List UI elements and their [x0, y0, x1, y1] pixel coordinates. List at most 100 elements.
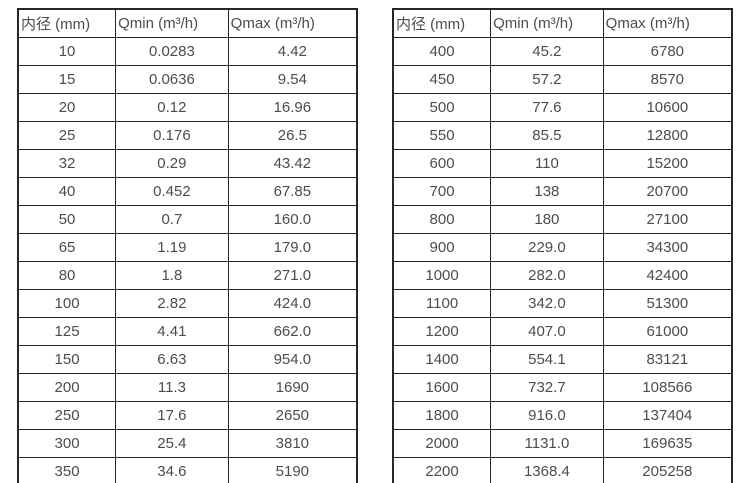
cell: 15200: [602, 149, 733, 178]
cell: 2200: [392, 457, 492, 483]
table-row: 200 11.3 1690: [17, 373, 358, 402]
table-row: 100 2.82 424.0: [17, 289, 358, 318]
cell: 2650: [227, 401, 358, 430]
cell: 271.0: [227, 261, 358, 290]
cell: 916.0: [490, 401, 604, 430]
cell: 125: [17, 317, 117, 346]
cell: 34.6: [115, 457, 229, 483]
cell: 1100: [392, 289, 492, 318]
table-row: 800 180 27100: [392, 205, 733, 234]
cell: 150: [17, 345, 117, 374]
cell: 700: [392, 177, 492, 206]
cell: 9.54: [227, 65, 358, 94]
table-row: 15 0.0636 9.54: [17, 65, 358, 94]
cell: 0.176: [115, 121, 229, 150]
cell: 100: [17, 289, 117, 318]
cell: 61000: [602, 317, 733, 346]
column-header: Qmin (m³/h): [490, 8, 604, 38]
cell: 954.0: [227, 345, 358, 374]
table-row: 350 34.6 5190: [17, 457, 358, 483]
cell: 1.8: [115, 261, 229, 290]
cell: 6780: [602, 37, 733, 66]
cell: 43.42: [227, 149, 358, 178]
cell: 662.0: [227, 317, 358, 346]
table-row: 20 0.12 16.96: [17, 93, 358, 122]
cell: 800: [392, 205, 492, 234]
cell: 342.0: [490, 289, 604, 318]
table-row: 300 25.4 3810: [17, 429, 358, 458]
cell: 57.2: [490, 65, 604, 94]
cell: 26.5: [227, 121, 358, 150]
cell: 554.1: [490, 345, 604, 374]
cell: 17.6: [115, 401, 229, 430]
table-row: 400 45.2 6780: [392, 37, 733, 66]
cell: 1400: [392, 345, 492, 374]
cell: 40: [17, 177, 117, 206]
cell: 732.7: [490, 373, 604, 402]
cell: 400: [392, 37, 492, 66]
cell: 4.42: [227, 37, 358, 66]
cell: 1131.0: [490, 429, 604, 458]
cell: 80: [17, 261, 117, 290]
column-header: 内径 (mm): [17, 8, 117, 38]
table-row: 550 85.5 12800: [392, 121, 733, 150]
cell: 3810: [227, 429, 358, 458]
cell: 424.0: [227, 289, 358, 318]
cell: 407.0: [490, 317, 604, 346]
column-header: Qmax (m³/h): [227, 8, 358, 38]
header-row: 内径 (mm) Qmin (m³/h) Qmax (m³/h): [17, 8, 358, 38]
cell: 45.2: [490, 37, 604, 66]
flow-table-large-diameters: 内径 (mm) Qmin (m³/h) Qmax (m³/h) 400 45.2 6780…: [392, 8, 733, 483]
table-row: 1000 282.0 42400: [392, 261, 733, 290]
cell: 137404: [602, 401, 733, 430]
cell: 50: [17, 205, 117, 234]
cell: 1200: [392, 317, 492, 346]
cell: 51300: [602, 289, 733, 318]
table-row: 50 0.7 160.0: [17, 205, 358, 234]
table-row: 65 1.19 179.0: [17, 233, 358, 262]
cell: 77.6: [490, 93, 604, 122]
cell: 15: [17, 65, 117, 94]
cell: 34300: [602, 233, 733, 262]
cell: 169635: [602, 429, 733, 458]
table-row: 80 1.8 271.0: [17, 261, 358, 290]
cell: 83121: [602, 345, 733, 374]
cell: 10600: [602, 93, 733, 122]
cell: 2.82: [115, 289, 229, 318]
cell: 1800: [392, 401, 492, 430]
cell: 350: [17, 457, 117, 483]
cell: 10: [17, 37, 117, 66]
cell: 1.19: [115, 233, 229, 262]
cell: 110: [490, 149, 604, 178]
cell: 1368.4: [490, 457, 604, 483]
cell: 160.0: [227, 205, 358, 234]
cell: 27100: [602, 205, 733, 234]
cell: 11.3: [115, 373, 229, 402]
cell: 0.0283: [115, 37, 229, 66]
cell: 138: [490, 177, 604, 206]
table-row: 1100 342.0 51300: [392, 289, 733, 318]
cell: 179.0: [227, 233, 358, 262]
cell: 229.0: [490, 233, 604, 262]
cell: 250: [17, 401, 117, 430]
cell: 200: [17, 373, 117, 402]
cell: 550: [392, 121, 492, 150]
cell: 1000: [392, 261, 492, 290]
table-row: 32 0.29 43.42: [17, 149, 358, 178]
cell: 20: [17, 93, 117, 122]
table-row: 700 138 20700: [392, 177, 733, 206]
cell: 282.0: [490, 261, 604, 290]
table-row: 40 0.452 67.85: [17, 177, 358, 206]
cell: 5190: [227, 457, 358, 483]
cell: 65: [17, 233, 117, 262]
table-row: 1400 554.1 83121: [392, 345, 733, 374]
cell: 6.63: [115, 345, 229, 374]
flow-table-small-diameters: 内径 (mm) Qmin (m³/h) Qmax (m³/h) 10 0.0283 4.4…: [17, 8, 358, 483]
header-row: 内径 (mm) Qmin (m³/h) Qmax (m³/h): [392, 8, 733, 38]
table-row: 1200 407.0 61000: [392, 317, 733, 346]
cell: 0.452: [115, 177, 229, 206]
table-row: 25 0.176 26.5: [17, 121, 358, 150]
cell: 0.7: [115, 205, 229, 234]
cell: 85.5: [490, 121, 604, 150]
